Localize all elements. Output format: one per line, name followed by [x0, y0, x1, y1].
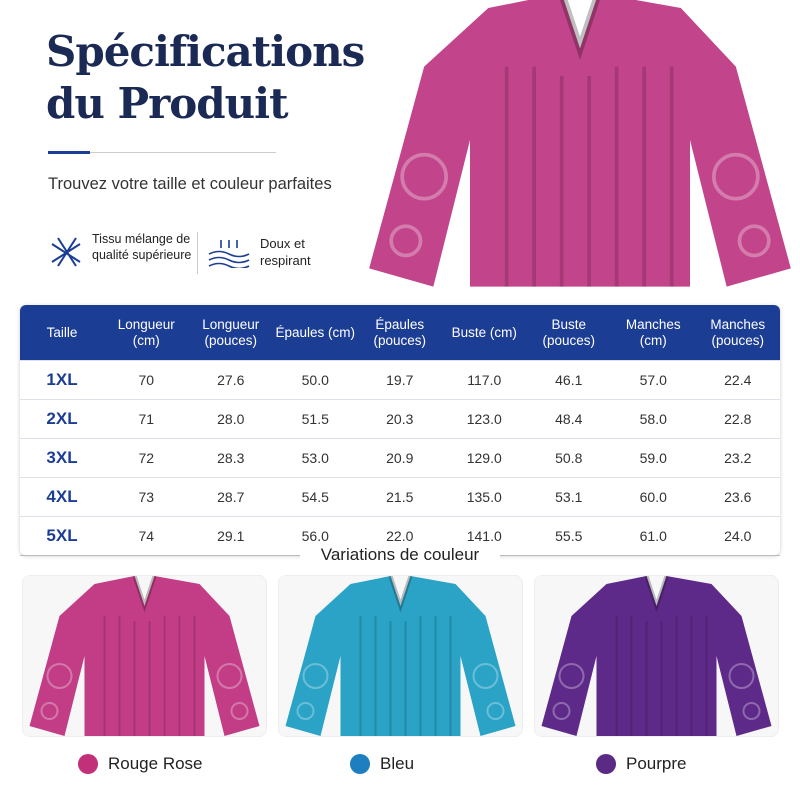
- subtitle: Trouvez votre taille et couleur parfaite…: [48, 175, 332, 193]
- cell: 73: [104, 477, 189, 517]
- cell: 135.0: [442, 477, 527, 517]
- cell: 50.0: [273, 360, 358, 400]
- sweater: [535, 576, 778, 736]
- cell: 60.0: [611, 477, 696, 517]
- cell: 19.7: [357, 360, 442, 400]
- cell: 70: [104, 360, 189, 400]
- cell: 123.0: [442, 399, 527, 439]
- accent-line: [48, 151, 90, 154]
- fabric-icon: [51, 237, 81, 267]
- cell: 24.0: [695, 516, 780, 555]
- cell: 71: [104, 399, 189, 439]
- column-header: Longueur (pouces): [188, 305, 273, 361]
- size-label: 1XL: [20, 360, 104, 400]
- column-header: Taille: [20, 305, 104, 361]
- hero-sweater: [360, 0, 800, 300]
- cell: 22.4: [695, 360, 780, 400]
- cell: 61.0: [611, 516, 696, 555]
- cell: 129.0: [442, 438, 527, 478]
- color-name: Bleu: [380, 754, 415, 773]
- size-label: 3XL: [20, 438, 104, 478]
- table-row: 3XL 72 28.3 53.0 20.9 129.0 50.8 59.0 23.2: [20, 438, 780, 478]
- cell: 46.1: [526, 360, 611, 400]
- column-header: Buste (cm): [442, 305, 527, 361]
- cell: 27.6: [188, 360, 273, 400]
- column-header: Longueur (cm): [104, 305, 189, 361]
- cell: 53.1: [526, 477, 611, 517]
- cell: 23.6: [695, 477, 780, 517]
- cell: 58.0: [611, 399, 696, 439]
- column-header: Épaules (cm): [273, 305, 358, 361]
- breath-icon: [208, 240, 250, 268]
- cell: 72: [104, 438, 189, 478]
- cell: 59.0: [611, 438, 696, 478]
- section-title: Variations de couleur: [300, 545, 500, 565]
- color-card: [278, 575, 523, 737]
- cell: 22.8: [695, 399, 780, 439]
- table-row: 1XL 70 27.6 50.0 19.7 117.0 46.1 57.0 22.4: [20, 360, 780, 400]
- size-label: 4XL: [20, 477, 104, 517]
- table-row: 4XL 73 28.7 54.5 21.5 135.0 53.1 60.0 23.6: [20, 477, 780, 517]
- color-dot: [596, 754, 616, 774]
- color-card: [22, 575, 267, 737]
- cell: 21.5: [357, 477, 442, 517]
- column-header: Manches (cm): [611, 305, 696, 361]
- cell: 20.9: [357, 438, 442, 478]
- cell: 74: [104, 516, 189, 555]
- cell: 23.2: [695, 438, 780, 478]
- cell: 29.1: [188, 516, 273, 555]
- cell: 48.4: [526, 399, 611, 439]
- sweater: [279, 576, 522, 736]
- sweater: [23, 576, 266, 736]
- divider: [90, 152, 276, 153]
- cell: 28.0: [188, 399, 273, 439]
- color-card: [534, 575, 779, 737]
- table-row: 5XL 74 29.1 56.0 22.0 141.0 55.5 61.0 24.0: [20, 516, 780, 555]
- size-label: 5XL: [20, 516, 104, 555]
- feature: Tissu mélange de qualité supérieure: [92, 232, 192, 262]
- cell: 28.7: [188, 477, 273, 517]
- color-name: Rouge Rose: [108, 754, 203, 773]
- color-name: Pourpre: [626, 754, 687, 773]
- separator: [197, 232, 198, 274]
- column-header: Manches (pouces): [695, 305, 780, 361]
- color-dot: [78, 754, 98, 774]
- size-table: Taille Longueur (cm) Longueur (pouces) Épau…: [20, 305, 780, 555]
- cell: 54.5: [273, 477, 358, 517]
- column-header: Buste (pouces): [526, 305, 611, 361]
- size-label: 2XL: [20, 399, 104, 439]
- cell: 55.5: [526, 516, 611, 555]
- table-row: 2XL 71 28.0 51.5 20.3 123.0 48.4 58.0 22.8: [20, 399, 780, 439]
- color-dot: [350, 754, 370, 774]
- cell: 117.0: [442, 360, 527, 400]
- column-header: Épaules (pouces): [357, 305, 442, 361]
- cell: 20.3: [357, 399, 442, 439]
- cell: 57.0: [611, 360, 696, 400]
- cell: 28.3: [188, 438, 273, 478]
- title: Spécifications du Produit: [46, 27, 365, 128]
- cell: 53.0: [273, 438, 358, 478]
- cell: 50.8: [526, 438, 611, 478]
- cell: 51.5: [273, 399, 358, 439]
- feature: Doux et respirant: [260, 236, 311, 268]
